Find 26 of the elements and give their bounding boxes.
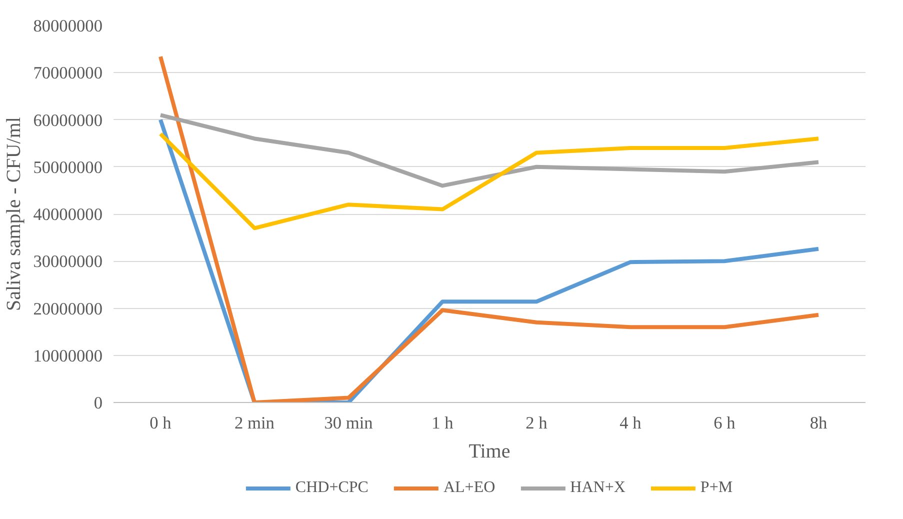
legend-label: CHD+CPC [295,478,368,496]
x-tick-label: 2 h [526,414,548,432]
line-series [158,113,820,188]
y-tick-label: 30000000 [33,252,102,272]
y-tick-label: 10000000 [33,346,102,366]
y-axis-title: Saliva sample - CFU/ml [3,116,26,311]
y-tick-label: 20000000 [33,299,102,318]
x-axis-title: Time [468,440,510,462]
x-tick-label: 8h [810,414,828,432]
x-tick-label: 6 h [714,414,736,432]
x-tick-label: 2 min [234,414,275,432]
y-tick-label: 70000000 [33,64,102,83]
y-tick-label: 50000000 [33,158,102,177]
line-series [158,54,820,402]
y-tick-label: 0 [94,394,103,412]
x-tick-label: 4 h [620,414,642,432]
y-tick-label: 40000000 [33,205,102,224]
x-tick-label: 0 h [150,414,172,432]
x-tick-label: 1 h [432,414,454,432]
y-tick-label: 60000000 [33,110,102,130]
y-tick-label: 80000000 [33,16,102,36]
line-series [158,132,820,230]
x-tick-label: 30 min [324,414,374,432]
legend-label: HAN+X [570,478,626,496]
legend-label: P+M [700,478,733,496]
legend-label: AL+EO [443,478,496,496]
